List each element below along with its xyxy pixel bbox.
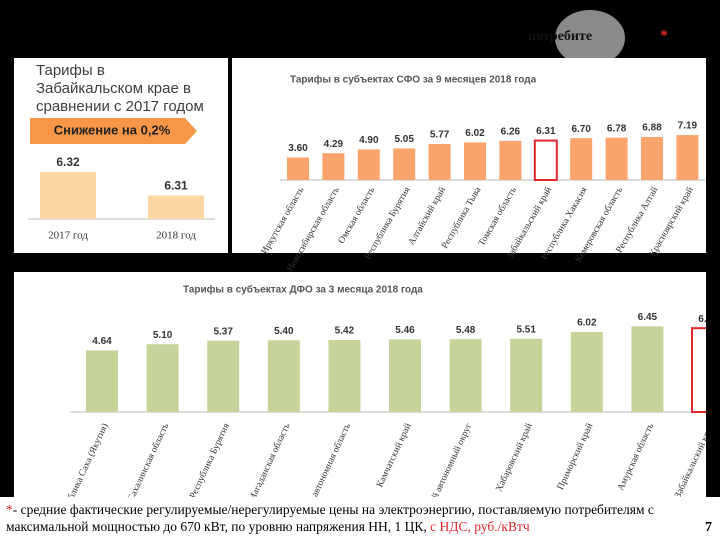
value-label: 6.32: [56, 155, 80, 169]
value-label: 4.64: [92, 336, 112, 347]
bar: [207, 340, 240, 412]
bar: [393, 148, 416, 180]
bar: [328, 339, 361, 412]
bar: [676, 135, 699, 180]
panel: [14, 58, 228, 253]
slide-title: потребите: [528, 29, 592, 44]
value-label: 6.31: [164, 179, 188, 193]
banner: [30, 118, 197, 144]
bar: [449, 339, 482, 412]
bar: [570, 138, 593, 180]
bar: [322, 153, 345, 180]
bar: [691, 327, 706, 413]
x-tick-label: 2017 год: [48, 230, 88, 242]
bar: [641, 137, 663, 180]
value-label: 5.51: [516, 324, 536, 335]
value-label: 6.02: [465, 128, 485, 139]
bar: [389, 339, 421, 412]
bar: [86, 350, 118, 412]
bar: [146, 344, 179, 412]
bar: [631, 326, 664, 412]
value-label: 6.45: [638, 312, 658, 323]
value-label: 6.26: [501, 127, 521, 138]
footnote: *- средние фактические регулируемые/нере…: [0, 497, 720, 540]
page-number: 7: [705, 520, 712, 535]
chart-title: Тарифы в субъектах ДФО за 3 месяца 2018 …: [183, 284, 423, 296]
value-label: 6.70: [571, 124, 591, 135]
bar: [570, 332, 603, 412]
value-label: 3.60: [288, 143, 308, 154]
bar: [605, 137, 628, 180]
value-label: 5.37: [213, 326, 233, 337]
value-label: 5.77: [430, 130, 450, 141]
bar: [510, 338, 543, 412]
bar: [428, 143, 451, 180]
footnote-unit: с НДС, руб./кВтч: [430, 519, 530, 534]
value-label: 5.46: [395, 325, 415, 336]
decor-map: [555, 10, 625, 66]
chart-title: Тарифы в Забайкальском крае в сравнении …: [36, 62, 204, 115]
annotation: Снижение на 0,2%: [54, 122, 171, 137]
value-label: 5.40: [274, 326, 294, 337]
value-label: 7.19: [678, 121, 698, 132]
chart-title: Тарифы в субъектах СФО за 9 месяцев 2018…: [290, 74, 537, 86]
value-label: 6.02: [577, 318, 597, 329]
value-label: 4.90: [359, 135, 379, 146]
footnote-text: - средние фактические регулируемые/нерег…: [6, 502, 654, 534]
value-label: 5.42: [335, 326, 355, 337]
footnote-mark: *: [6, 502, 13, 517]
x-tick-label: 2018 год: [156, 230, 196, 242]
value-label: 6.78: [607, 123, 627, 134]
value-label: 5.48: [456, 325, 476, 336]
value-label: 6.31: [536, 126, 556, 137]
bar: [148, 195, 204, 219]
bar: [464, 142, 486, 180]
value-label: 5.05: [394, 134, 414, 145]
title-mark: *: [660, 28, 668, 45]
value-label: 6.88: [642, 123, 662, 134]
bar: [267, 340, 300, 412]
bar: [287, 157, 309, 180]
bar: [40, 172, 96, 219]
bar: [357, 149, 380, 180]
value-label: 4.29: [324, 139, 344, 150]
value-label: 6.31: [698, 314, 718, 325]
bar: [533, 139, 558, 181]
value-label: 5.10: [153, 330, 173, 341]
bar: [499, 140, 522, 180]
